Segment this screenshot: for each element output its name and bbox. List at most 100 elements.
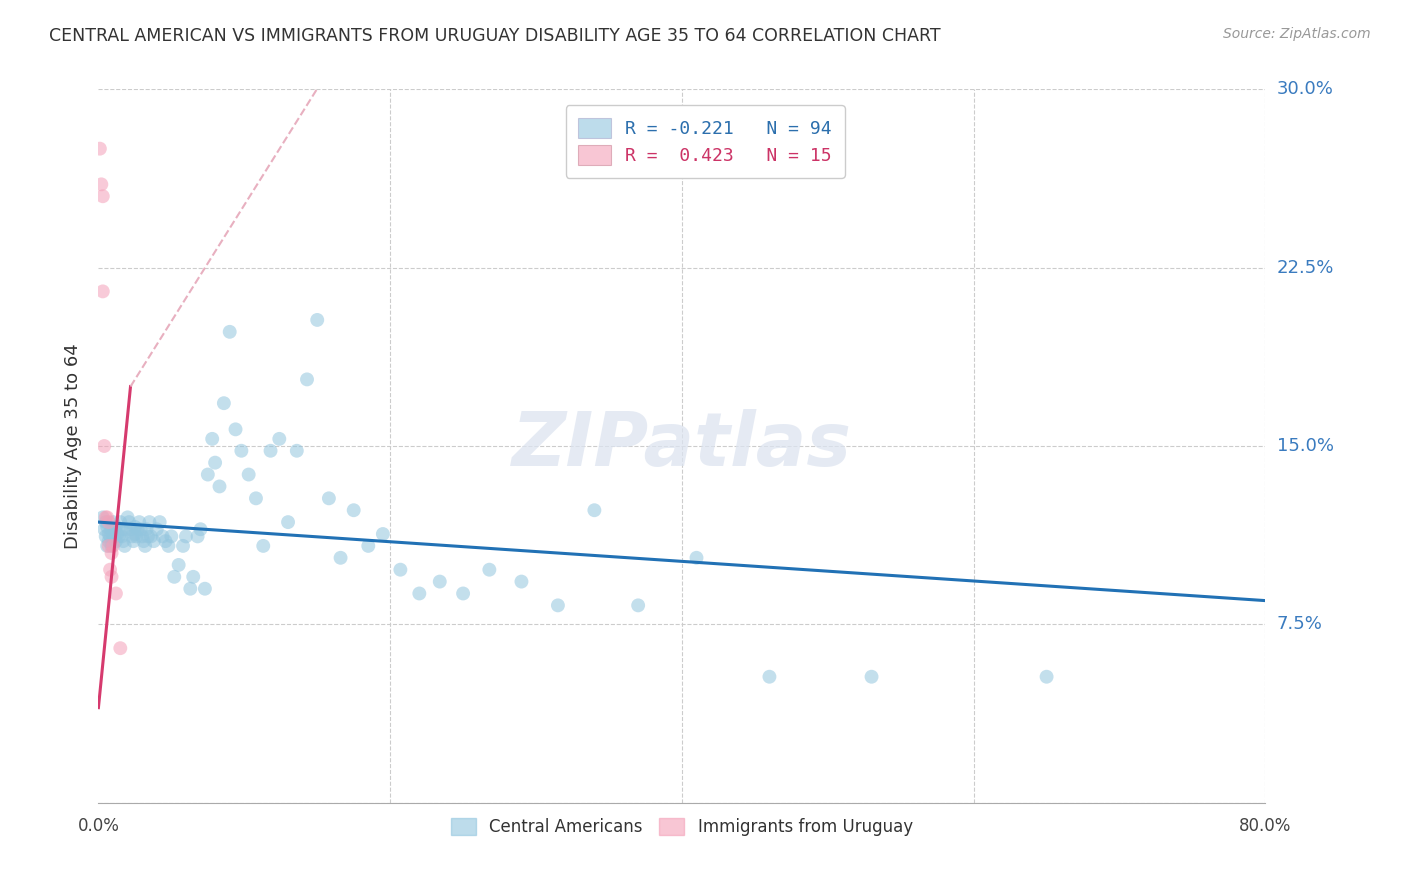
Point [122, 534, 145, 549]
Point [157, 539, 180, 553]
Point [100, 522, 122, 536]
Point [110, 515, 132, 529]
Point [187, 529, 209, 543]
Point [97, 515, 120, 529]
Point [97, 527, 120, 541]
Point [295, 372, 318, 386]
Point [181, 570, 204, 584]
Point [307, 313, 329, 327]
Text: 15.0%: 15.0% [1277, 437, 1333, 455]
Point [97, 539, 120, 553]
Point [94, 510, 117, 524]
Text: 7.5%: 7.5% [1277, 615, 1323, 633]
Point [343, 503, 366, 517]
Text: CENTRAL AMERICAN VS IMMIGRANTS FROM URUGUAY DISABILITY AGE 35 TO 64 CORRELATION : CENTRAL AMERICAN VS IMMIGRANTS FROM URUG… [49, 27, 941, 45]
Point [131, 529, 153, 543]
Point [114, 539, 136, 553]
Point [104, 520, 127, 534]
Point [125, 529, 148, 543]
Point [252, 539, 274, 553]
Point [478, 563, 501, 577]
Point [100, 539, 122, 553]
Point [96, 520, 118, 534]
Text: 80.0%: 80.0% [1239, 817, 1292, 835]
Point [138, 515, 160, 529]
Point [329, 550, 352, 565]
Point [94, 515, 117, 529]
Point [103, 529, 125, 543]
Point [101, 539, 124, 553]
Point [136, 529, 159, 543]
Point [1035, 670, 1057, 684]
Point [510, 574, 533, 589]
Point [105, 527, 128, 541]
Point [155, 534, 177, 549]
Point [451, 586, 474, 600]
Point [429, 574, 451, 589]
Point [103, 522, 125, 536]
Text: 22.5%: 22.5% [1277, 259, 1334, 277]
Point [208, 479, 231, 493]
Point [98, 563, 121, 577]
Point [134, 539, 156, 553]
Point [104, 586, 127, 600]
Point [93, 439, 115, 453]
Point [238, 467, 260, 482]
Point [112, 534, 135, 549]
Point [357, 539, 380, 553]
Point [231, 443, 253, 458]
Point [96, 539, 118, 553]
Point [135, 522, 157, 536]
Point [100, 570, 122, 584]
Text: ZIPatlas: ZIPatlas [512, 409, 852, 483]
Point [163, 570, 186, 584]
Point [101, 529, 124, 543]
Point [259, 443, 281, 458]
Point [98, 529, 121, 543]
Point [115, 522, 138, 536]
Legend: Central Americans, Immigrants from Uruguay: Central Americans, Immigrants from Urugu… [443, 810, 921, 845]
Point [104, 534, 127, 549]
Point [167, 558, 190, 572]
Point [91, 285, 114, 299]
Point [318, 491, 340, 506]
Point [758, 670, 780, 684]
Y-axis label: Disability Age 35 to 64: Disability Age 35 to 64 [65, 343, 83, 549]
Point [194, 582, 217, 596]
Point [389, 563, 412, 577]
Text: 30.0%: 30.0% [1277, 80, 1333, 98]
Point [96, 510, 118, 524]
Point [91, 510, 114, 524]
Point [93, 522, 115, 536]
Point [860, 670, 883, 684]
Point [142, 534, 165, 549]
Point [120, 522, 142, 536]
Point [94, 529, 117, 543]
Point [111, 529, 134, 543]
Point [225, 422, 247, 436]
Point [124, 527, 146, 541]
Point [139, 529, 162, 543]
Point [132, 534, 155, 549]
Point [160, 529, 183, 543]
Point [124, 520, 146, 534]
Point [627, 599, 650, 613]
Point [111, 522, 134, 536]
Point [218, 325, 240, 339]
Point [146, 522, 169, 536]
Point [201, 432, 224, 446]
Point [100, 546, 122, 560]
Point [277, 515, 299, 529]
Point [172, 539, 194, 553]
Point [129, 522, 152, 536]
Point [197, 467, 219, 482]
Point [152, 529, 174, 543]
Point [118, 515, 141, 529]
Point [97, 534, 120, 549]
Point [245, 491, 267, 506]
Point [128, 515, 150, 529]
Point [127, 522, 149, 536]
Point [117, 510, 139, 524]
Point [371, 527, 394, 541]
Point [101, 515, 124, 529]
